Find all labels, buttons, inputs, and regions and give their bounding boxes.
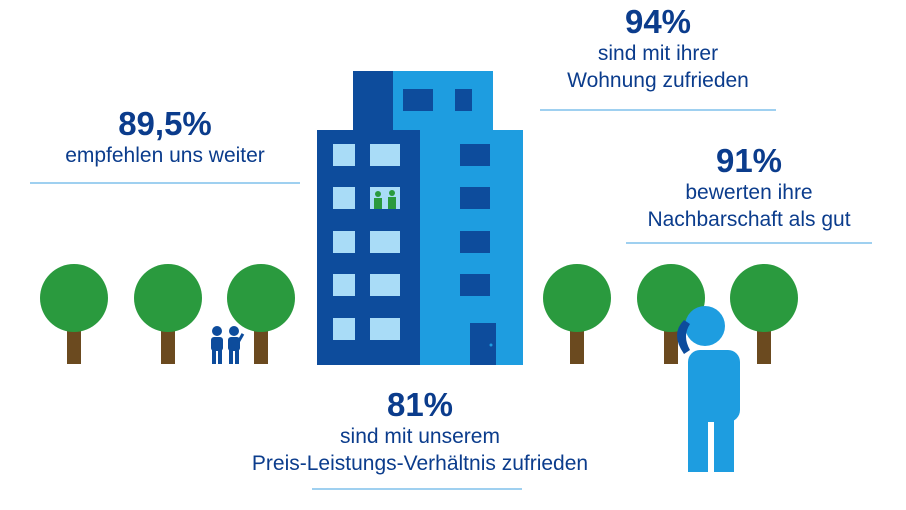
tree-icon xyxy=(134,264,202,364)
divider-line xyxy=(626,242,872,244)
stat-value: 81% xyxy=(386,386,454,423)
person-on-phone-icon xyxy=(677,306,740,472)
stat-value: 91% xyxy=(715,142,783,179)
tree-icon xyxy=(543,264,611,364)
apartment-building-icon xyxy=(317,71,523,365)
stat-price-performance: 81% sind mit unserem Preis-Leistungs-Ver… xyxy=(220,387,620,477)
tree-icon xyxy=(730,264,798,364)
tree-icon xyxy=(227,264,295,364)
family-icon xyxy=(211,326,245,364)
divider-line xyxy=(30,182,300,184)
stat-label-line2: Nachbarschaft als gut xyxy=(647,208,851,231)
tree-icon xyxy=(40,264,108,364)
stat-value: 94% xyxy=(624,3,692,40)
stat-label-line1: sind mit unserem xyxy=(340,425,500,448)
stat-label-line1: sind mit ihrer xyxy=(597,42,719,65)
stat-label-line2: Preis-Leistungs-Verhältnis zufrieden xyxy=(251,452,589,475)
stat-apartment-satisfaction: 94% sind mit ihrer Wohnung zufrieden xyxy=(540,4,776,94)
stat-neighborhood: 91% bewerten ihre Nachbarschaft als gut xyxy=(626,143,872,233)
stat-label-line2: Wohnung zufrieden xyxy=(567,69,749,92)
stat-label-line1: empfehlen uns weiter xyxy=(65,144,265,167)
divider-line xyxy=(312,488,522,490)
stat-recommendation: 89,5% empfehlen uns weiter xyxy=(30,106,300,169)
tree-icon xyxy=(637,264,705,364)
stat-label-line1: bewerten ihre xyxy=(685,181,813,204)
divider-line xyxy=(540,109,776,111)
stat-value: 89,5% xyxy=(118,105,212,142)
